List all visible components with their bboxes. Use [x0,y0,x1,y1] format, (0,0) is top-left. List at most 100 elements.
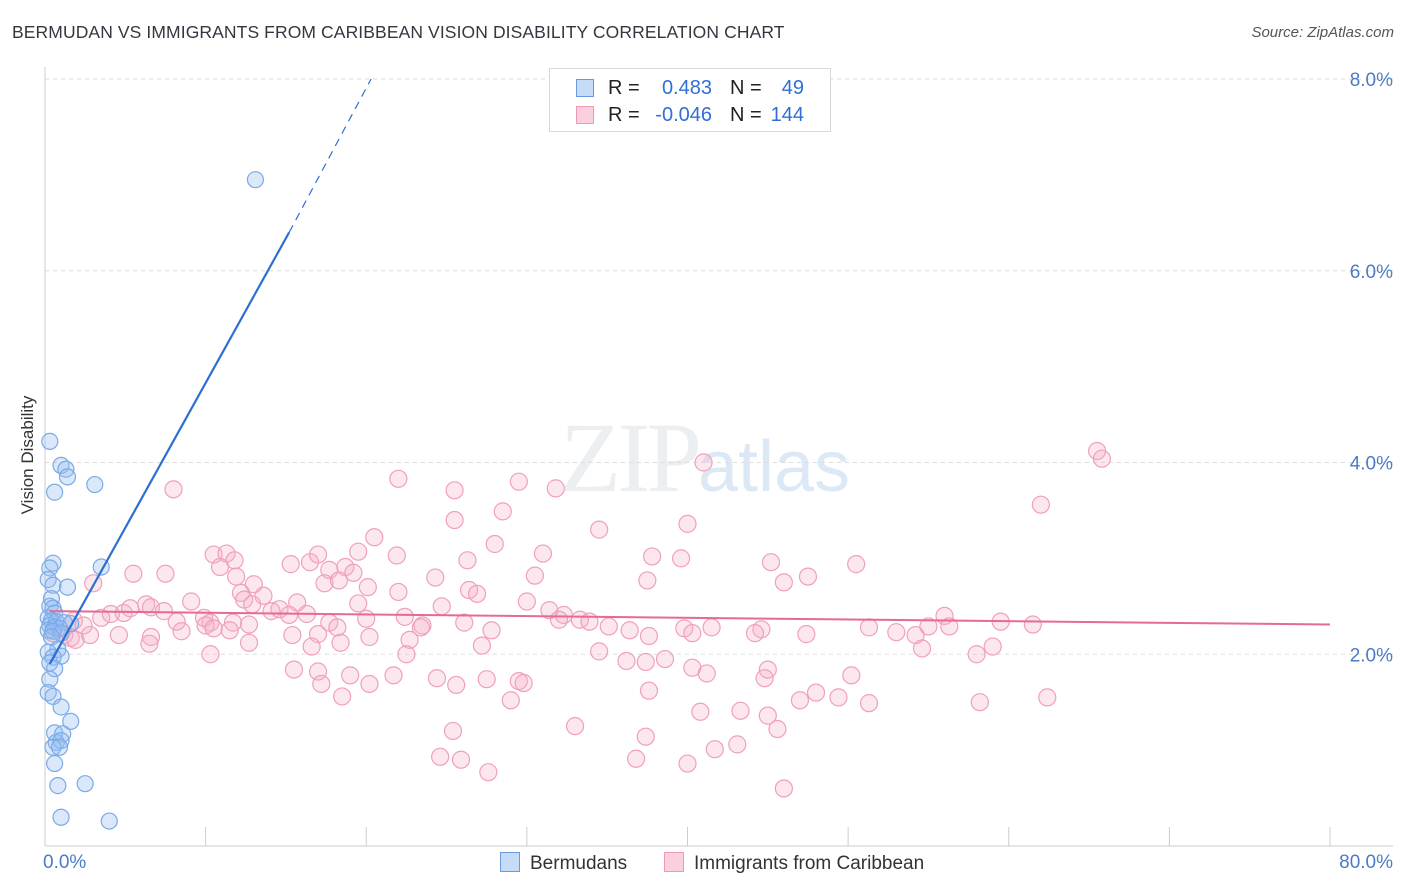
data-point-caribbean [477,670,496,689]
data-point-bermudans [46,660,64,678]
x-tick-label: 0.0% [43,852,86,873]
data-point-caribbean [509,472,528,491]
data-point-caribbean [533,544,553,563]
legend-label-caribbean: Immigrants from Caribbean [694,853,925,874]
data-point-caribbean [124,564,143,583]
data-point-caribbean [400,630,419,649]
data-point-bermudans [52,698,70,716]
data-point-caribbean [281,555,300,574]
legend-label-bermudans: Bermudans [530,853,628,874]
data-point-caribbean [431,747,450,766]
data-point-bermudans [58,578,77,596]
y-tick-label: 4.0% [1350,454,1393,475]
data-point-caribbean [638,571,657,590]
data-point-caribbean [774,573,793,592]
data-point-caribbean [525,566,545,585]
data-point-caribbean [397,645,416,664]
data-point-caribbean [331,633,350,652]
data-point-caribbean [636,727,655,746]
data-point-caribbean [546,479,565,498]
data-point-caribbean [728,735,747,754]
data-point-bermudans [50,738,69,756]
data-point-bermudans [52,808,70,826]
data-point-bermudans [76,775,94,793]
data-point-caribbean [121,599,140,618]
data-point-caribbean [774,779,793,798]
data-point-caribbean [443,721,463,741]
data-point-caribbean [455,613,474,632]
data-point-caribbean [344,563,363,582]
data-point-bermudans [86,475,104,494]
data-point-caribbean [156,564,175,583]
legend-n-label: N = [730,77,762,99]
data-point-caribbean [312,674,331,694]
ticks: 2.0% 4.0% 6.0% 8.0% 0.0% 80.0% [43,70,1393,873]
data-point-caribbean [678,754,697,773]
data-point-caribbean [540,601,559,620]
data-point-caribbean [517,592,536,611]
data-point-caribbean [426,568,445,587]
data-point-caribbean [755,669,774,688]
data-point-caribbean [967,645,986,664]
data-point-caribbean [204,619,223,638]
legend-n-label: N = [730,104,762,126]
data-point-caribbean [590,520,609,539]
legend-r-value: -0.046 [655,104,712,126]
data-point-caribbean [66,630,85,649]
chart-title: BERMUDAN VS IMMIGRANTS FROM CARIBBEAN VI… [12,22,785,42]
data-point-caribbean [411,618,430,637]
data-point-caribbean [691,702,710,721]
trend-lines [48,78,1331,665]
data-point-caribbean [912,639,932,658]
data-point-caribbean [387,546,406,565]
series-caribbean [43,441,1112,798]
x-tick-label: 80.0% [1339,852,1393,873]
data-point-caribbean [74,616,93,635]
data-point-caribbean [797,625,816,644]
data-point-caribbean [349,542,368,561]
bottom-legend-caribbean: Immigrants from Caribbean [664,852,924,875]
legend-row-bermudans: R = 0.483 N = 49 [550,75,830,101]
data-point-caribbean [140,634,159,653]
data-point-bermudans [46,483,64,501]
data-point-caribbean [308,545,328,564]
data-point-caribbean [445,510,464,530]
data-point-caribbean [549,610,569,629]
data-point-caribbean [384,666,403,685]
data-point-caribbean [678,514,697,533]
data-point-caribbean [358,578,377,597]
data-point-caribbean [172,622,191,641]
data-point-caribbean [620,621,639,640]
data-point-bermudans [54,725,72,743]
legend-r-label: R = [608,77,640,99]
data-point-bermudans [58,468,77,486]
data-point-caribbean [639,681,659,700]
y-tick-label: 8.0% [1350,70,1393,91]
data-point-caribbean [970,693,989,712]
data-point-caribbean [302,637,321,656]
data-point-caribbean [617,651,636,671]
data-point-caribbean [333,687,352,706]
data-point-caribbean [182,592,201,611]
data-point-caribbean [482,621,501,640]
data-point-caribbean [758,706,777,725]
data-point-caribbean [485,534,504,554]
data-point-caribbean [467,584,487,603]
data-point-caribbean [164,480,183,499]
data-point-caribbean [315,574,334,593]
data-point-caribbean [479,763,498,782]
data-point-caribbean [395,607,414,626]
data-point-bermudans [100,812,118,830]
y-tick-label: 2.0% [1350,645,1393,666]
data-point-caribbean [154,602,173,621]
data-point-caribbean [859,694,879,713]
data-point-caribbean [227,567,246,586]
data-point-caribbean [643,547,662,566]
data-point-caribbean [365,528,384,547]
data-point-caribbean [201,645,220,664]
data-point-caribbean [329,571,349,590]
data-point-caribbean [1023,615,1042,634]
legend-r-label: R = [608,104,640,126]
data-point-caribbean [389,469,408,488]
